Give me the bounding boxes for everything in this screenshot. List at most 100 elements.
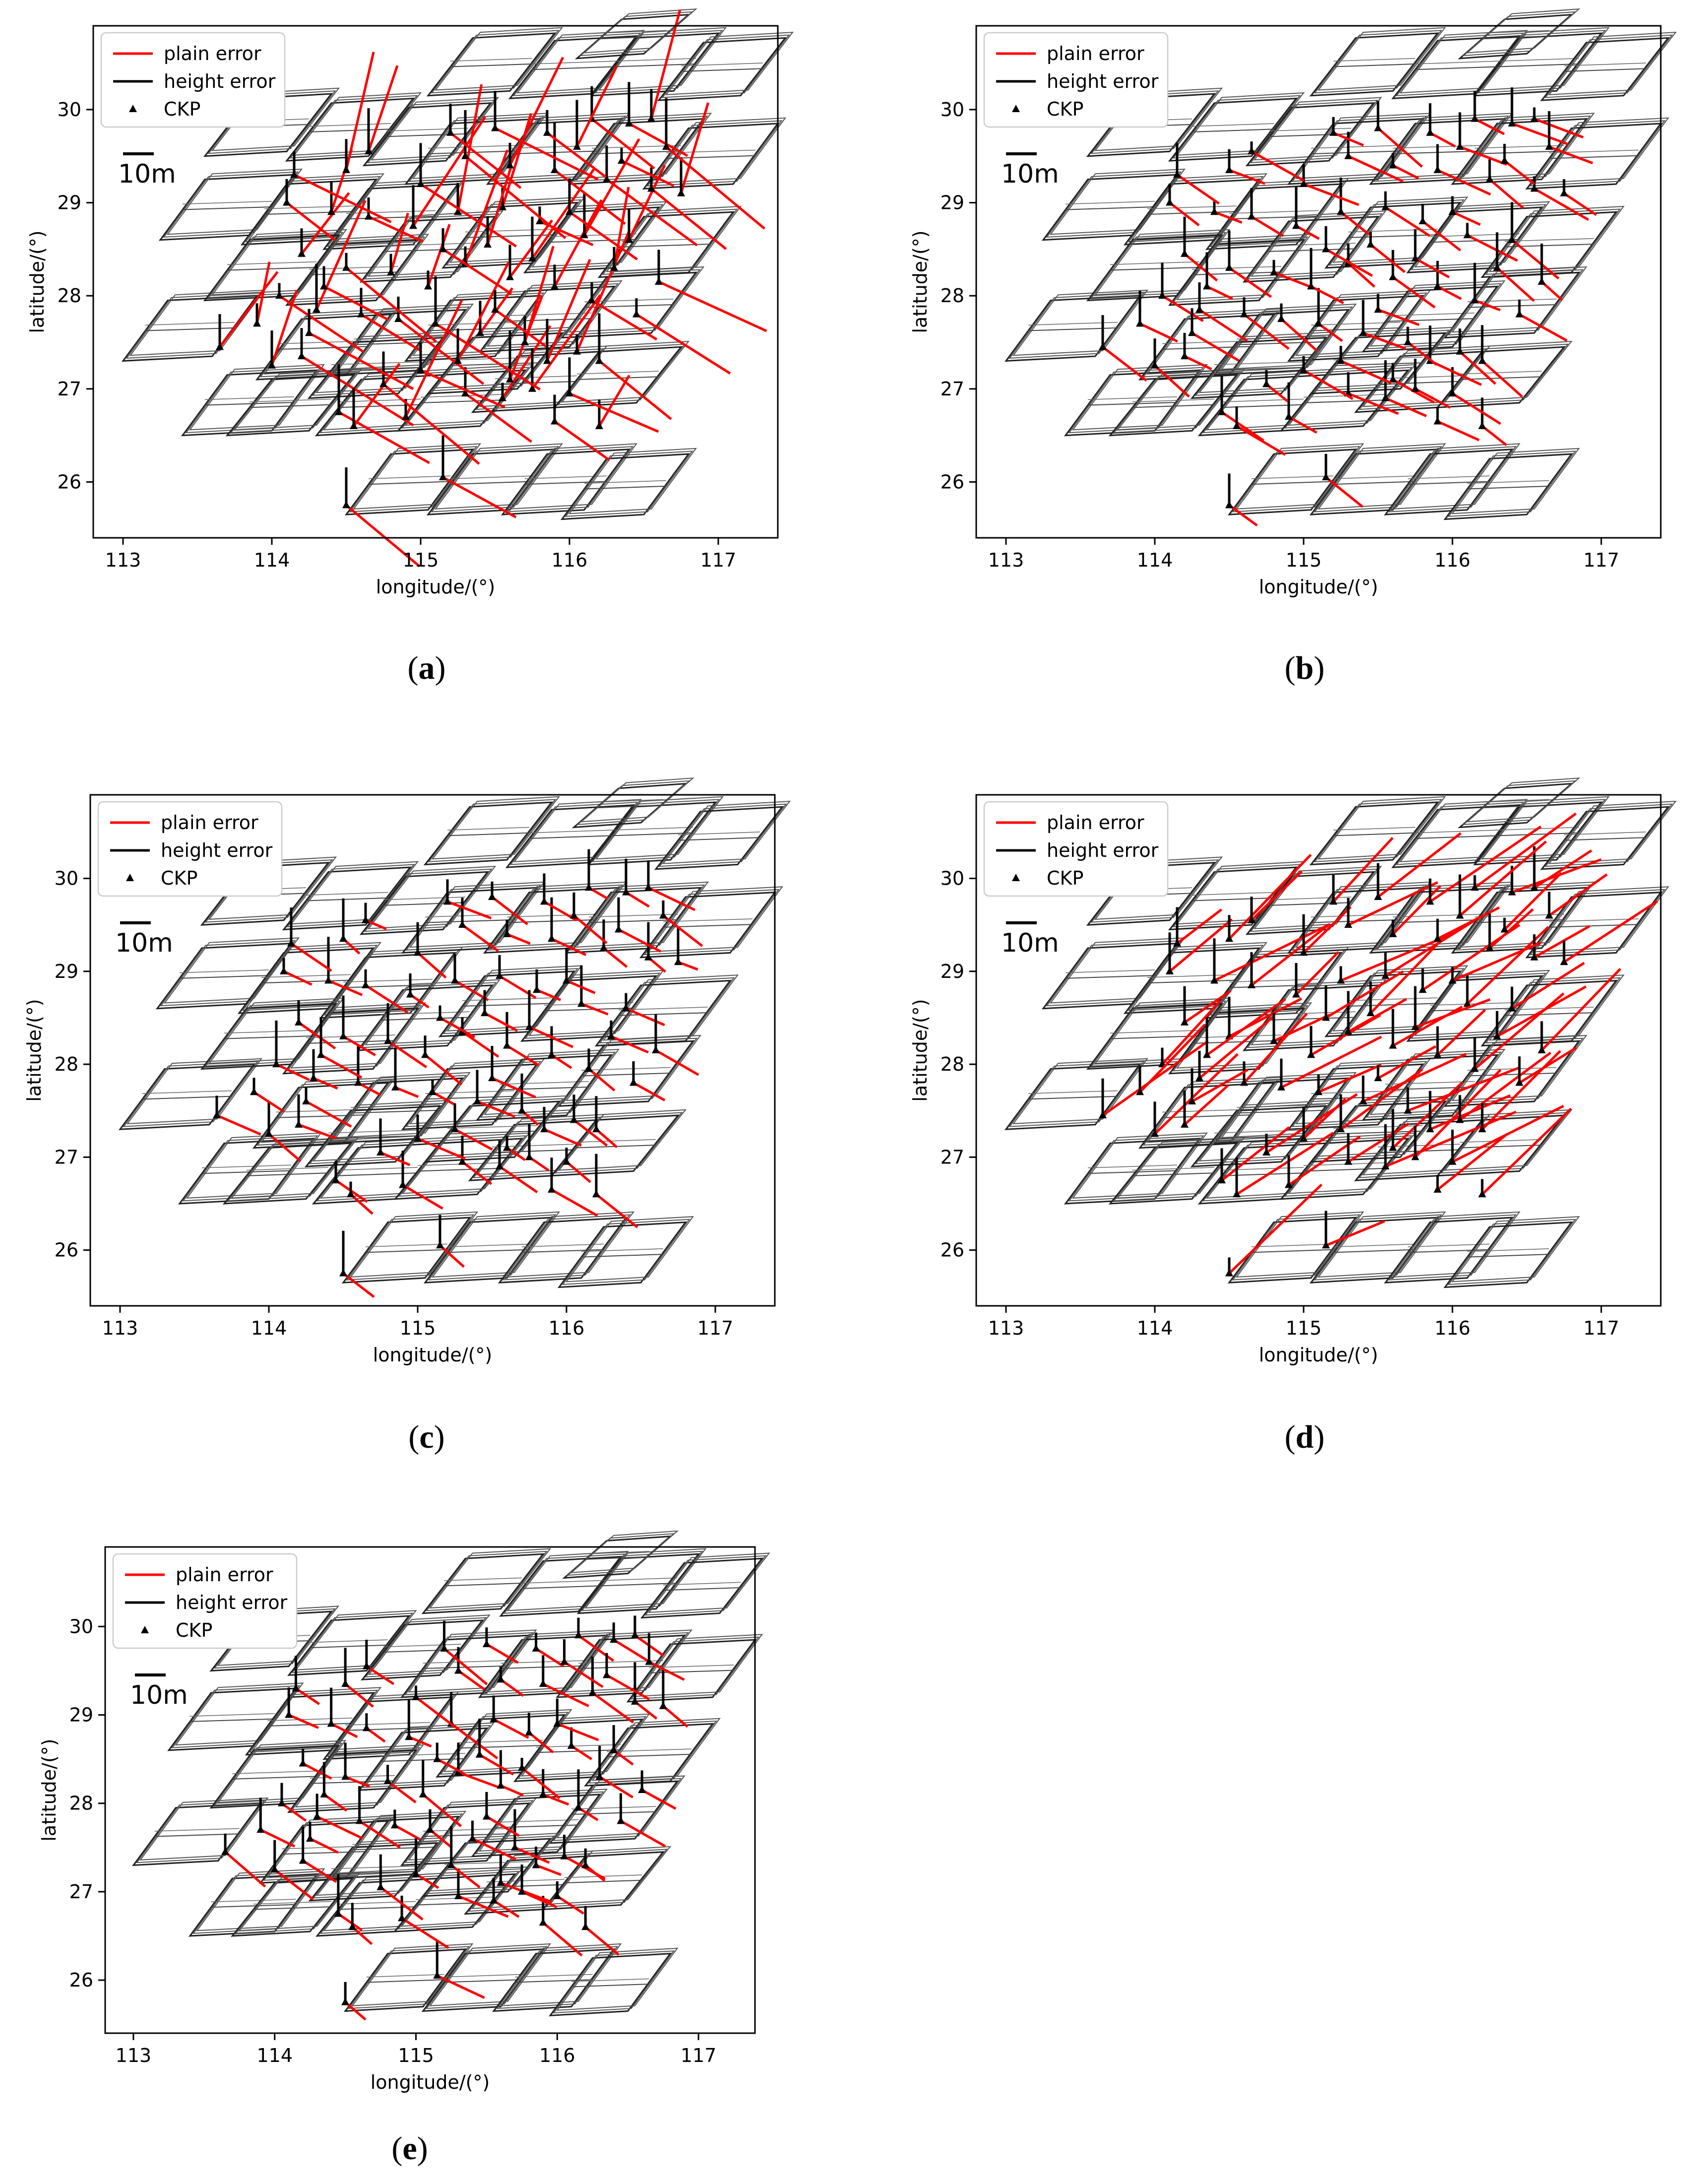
footprint-strip-line (1251, 1243, 1334, 1247)
plain-error-vector (506, 1044, 540, 1067)
plain-error-vector (1451, 1104, 1565, 1163)
image-footprint (1485, 977, 1621, 1044)
plain-error-vector (625, 891, 650, 908)
ckp-marker (320, 282, 328, 290)
footprint-strip-line (1482, 799, 1550, 803)
image-footprint (204, 1000, 341, 1067)
ckp-marker (1225, 165, 1233, 173)
plain-error-vector (408, 1735, 432, 1748)
ckp-marker (560, 1657, 568, 1665)
image-footprint (1447, 269, 1584, 336)
ckp-marker (1389, 375, 1397, 383)
ckp-marker (216, 342, 224, 350)
footprint-strip-line (544, 1007, 634, 1012)
footprint-strip-line (1504, 238, 1594, 242)
footprint-strip-line (581, 1248, 664, 1252)
ckp-marker (406, 990, 414, 998)
footprint-strip-line (1415, 61, 1498, 64)
image-footprint (545, 1849, 668, 1908)
image-footprint (329, 309, 467, 376)
ckp-marker (256, 1825, 265, 1833)
ckp-marker (1545, 911, 1553, 919)
image-footprint (1217, 306, 1353, 373)
plain-error-vector (449, 131, 522, 189)
footprint-strip-line (1087, 401, 1178, 406)
plain-error-vector (514, 1846, 550, 1864)
ckp-marker (412, 1692, 420, 1700)
footprint-strip-line (447, 1125, 537, 1129)
footprint-strip-line (599, 1583, 678, 1587)
ckp-marker (1381, 393, 1389, 401)
caption-open-paren: ( (408, 650, 419, 686)
ckp-marker (1181, 1120, 1189, 1128)
plain-error-vector (1347, 1122, 1410, 1163)
ckp-marker (533, 985, 541, 993)
plain-error-vector (1154, 1053, 1239, 1135)
ckp-marker (1515, 1078, 1523, 1086)
image-footprint (235, 1875, 357, 1934)
ckp-marker (398, 1914, 406, 1922)
image-footprint (560, 1632, 689, 1695)
x-tick-label: 115 (398, 2045, 434, 2066)
ckp-marker (290, 170, 298, 178)
plain-error-vector (389, 212, 409, 273)
footprint-strip-line (1192, 123, 1274, 127)
image-footprint (163, 171, 299, 238)
ckp-marker (476, 328, 484, 336)
footprint-strip-line (338, 1906, 416, 1910)
y-tick-label: 29 (941, 961, 964, 982)
ckp-marker (632, 310, 640, 318)
ckp-marker (1329, 897, 1337, 905)
plain-error-vector (461, 1160, 493, 1185)
ckp-marker (1225, 1269, 1233, 1277)
image-footprint (408, 292, 545, 359)
image-footprint (329, 1815, 460, 1879)
image-footprint (1388, 1214, 1517, 1281)
image-footprint (230, 371, 359, 434)
y-tick-label: 26 (941, 471, 964, 493)
footprint-strip-line (142, 1095, 232, 1100)
plain-error-vector (1221, 1126, 1290, 1182)
plain-error-vector (443, 1647, 488, 1685)
footprint-strip-line (1549, 918, 1639, 922)
plain-error-vector (342, 1035, 376, 1057)
ckp-marker (1471, 883, 1479, 891)
image-footprint (1071, 364, 1208, 431)
plain-error-vector (1236, 1132, 1334, 1196)
plain-error-vector (1437, 906, 1500, 940)
footprint-strip-line (450, 58, 533, 62)
panel-caption: (a) (408, 650, 446, 686)
plain-error-vector (1347, 262, 1376, 288)
image-footprint (431, 1211, 561, 1278)
footprint-strip-line (1132, 1172, 1215, 1176)
ckp-marker (1315, 319, 1322, 327)
footprint-strip-line (264, 211, 354, 215)
ckp-marker (1188, 1097, 1196, 1104)
legend-label-height-error: height error (1047, 839, 1159, 861)
image-footprint (1544, 803, 1673, 867)
footprint-strip-line (428, 145, 518, 149)
ckp-marker (1158, 291, 1166, 299)
plain-error-vector (650, 188, 727, 250)
legend-box (112, 1553, 298, 1649)
ckp-marker (1218, 407, 1226, 415)
image-footprint (523, 206, 661, 273)
panel-caption: (b) (1285, 650, 1325, 686)
ckp-marker (390, 1821, 399, 1829)
ckp-marker (221, 1847, 230, 1855)
ckp-marker (499, 393, 506, 401)
image-footprint (557, 1221, 688, 1288)
ckp-marker (348, 1923, 357, 1930)
image-footprint (1399, 30, 1528, 94)
footprint-strip-line (249, 398, 332, 402)
ckp-marker (548, 934, 556, 942)
plain-error-vector (1533, 188, 1589, 221)
ckp-marker (1411, 1153, 1419, 1160)
ckp-marker (1322, 473, 1330, 481)
footprint-strip-line (611, 832, 693, 836)
footprint-strip-line (492, 1144, 574, 1148)
ckp-marker (1456, 142, 1464, 150)
plain-error-vector (1184, 990, 1232, 1024)
image-footprint (1317, 796, 1446, 860)
plain-error-vector (450, 1723, 499, 1760)
